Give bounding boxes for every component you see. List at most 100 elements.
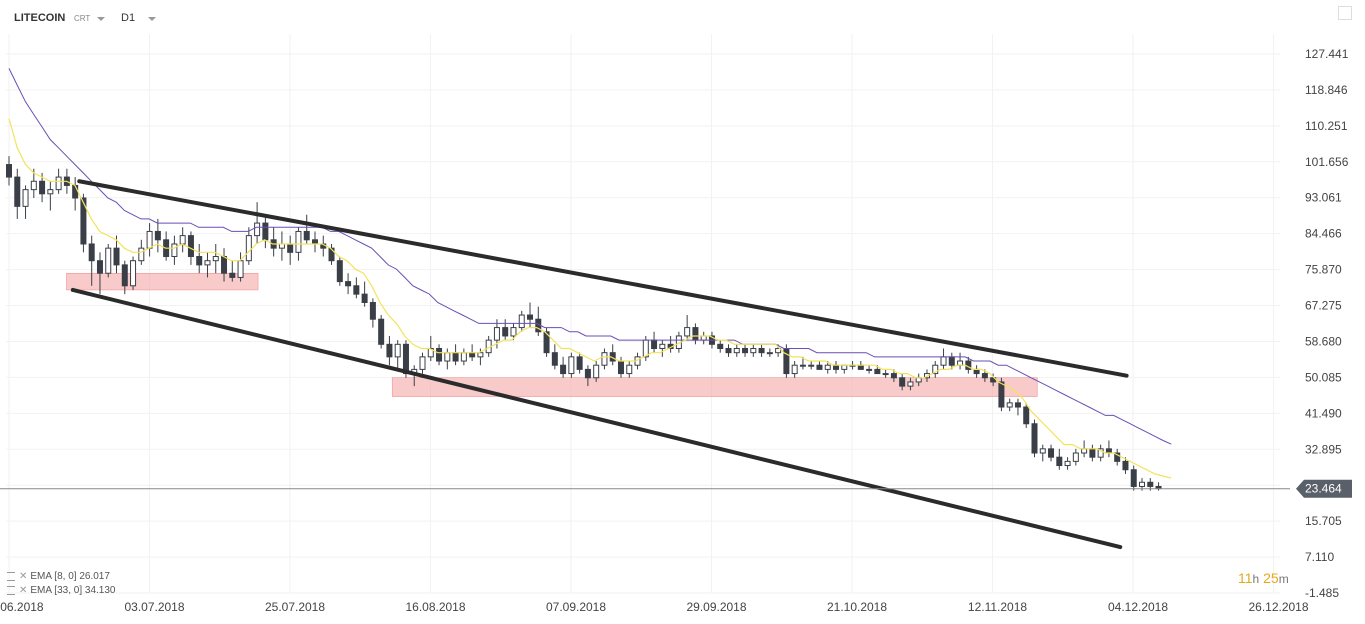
- x-tick-label: 16.08.2018: [405, 600, 465, 614]
- candle-body: [1023, 406, 1030, 425]
- candle-body: [799, 364, 806, 367]
- candle-body: [1048, 448, 1055, 458]
- candle-body: [1039, 448, 1046, 454]
- candle-body: [750, 347, 757, 354]
- candle-body: [1072, 452, 1079, 462]
- candle-body: [617, 360, 624, 375]
- candle-body: [47, 189, 54, 195]
- channel-line[interactable]: [70, 287, 1123, 550]
- candle-body: [237, 260, 244, 278]
- y-tick-label: 101.656: [1305, 155, 1349, 169]
- price-tag: [1296, 479, 1352, 498]
- legend-value: 26.017: [79, 571, 110, 582]
- candle-body: [452, 352, 459, 362]
- chevron-down-icon[interactable]: [97, 17, 105, 21]
- candle-body: [130, 260, 137, 287]
- candle-body: [1089, 448, 1096, 458]
- candle-body: [692, 327, 699, 341]
- candle-body: [138, 247, 145, 262]
- candle-body: [659, 343, 666, 349]
- legend-ema-8[interactable]: ✕ EMA [8, 0] 26.017: [7, 571, 110, 582]
- candle-body: [1081, 448, 1088, 454]
- candle-body: [998, 381, 1005, 408]
- candle-body: [394, 343, 401, 358]
- candle-body: [336, 260, 343, 283]
- candle-body: [981, 373, 988, 379]
- trend-channel: [70, 179, 1129, 550]
- candle-body: [212, 256, 219, 262]
- current-price-line: 23.464: [0, 479, 1352, 498]
- list-icon: [7, 571, 15, 581]
- candle-body: [460, 352, 467, 362]
- candle-body: [1064, 460, 1071, 467]
- candle-body: [1006, 402, 1013, 408]
- candle-body: [361, 293, 368, 304]
- support-zone: [66, 272, 259, 291]
- candle-body: [857, 364, 864, 370]
- timeframe-label[interactable]: D1: [121, 12, 136, 24]
- candle-body: [402, 343, 409, 375]
- candle-body: [369, 302, 376, 320]
- candle-body: [651, 339, 658, 349]
- close-icon[interactable]: ✕: [19, 585, 28, 596]
- candle-body: [791, 364, 798, 375]
- candle-body: [1130, 469, 1137, 487]
- y-tick-label: 93.061: [1305, 191, 1342, 205]
- candle-body: [436, 347, 443, 362]
- candle-body: [353, 285, 360, 295]
- candle-body: [957, 360, 964, 366]
- candle-body: [584, 368, 591, 379]
- candle-body: [345, 281, 352, 287]
- candle-body: [866, 368, 873, 371]
- channel-line[interactable]: [77, 179, 1129, 378]
- support-zones: [66, 272, 1038, 397]
- candle-body: [171, 243, 178, 258]
- candle-body: [593, 364, 600, 379]
- candle-body: [88, 243, 95, 262]
- y-tick-label: 58.680: [1305, 334, 1342, 348]
- y-tick-label: 7.110: [1305, 550, 1334, 564]
- candle-body: [841, 364, 848, 370]
- chart-type-label[interactable]: CRT: [74, 14, 91, 23]
- chevron-down-icon[interactable]: [148, 17, 156, 21]
- candle-body: [303, 230, 310, 241]
- candle-body: [833, 364, 840, 370]
- symbol-label[interactable]: LITECOIN: [14, 12, 66, 24]
- candle-body: [30, 180, 37, 191]
- candle-body: [419, 356, 426, 370]
- candle-body: [105, 247, 112, 274]
- y-tick-label: 118.846: [1305, 83, 1348, 97]
- candle-body: [262, 222, 269, 241]
- candle-body: [196, 256, 203, 266]
- candle-body: [1056, 456, 1063, 467]
- candle-body: [890, 373, 897, 379]
- ema-8-line: [8, 118, 1172, 479]
- candle-body: [907, 381, 914, 387]
- legend-ema-33[interactable]: ✕ EMA [33, 0] 34.130: [7, 585, 115, 596]
- x-tick-label: 11.06.2018: [0, 600, 44, 614]
- y-tick-label: 75.870: [1305, 263, 1342, 277]
- timer-hours: 11: [1238, 570, 1253, 586]
- candle-body: [766, 352, 773, 355]
- candle-body: [1031, 423, 1038, 454]
- candle-body: [684, 327, 691, 337]
- grid-lines: [6, 34, 1280, 594]
- candle-body: [717, 343, 724, 349]
- close-icon[interactable]: ✕: [19, 571, 28, 582]
- x-tick-label: 03.07.2018: [124, 600, 184, 614]
- fullscreen-icon[interactable]: [1338, 6, 1352, 20]
- legend-value: 34.130: [84, 585, 116, 596]
- candle-body: [386, 343, 393, 358]
- candle-body: [1122, 460, 1129, 471]
- candle-body: [254, 222, 261, 237]
- candle-body: [14, 176, 21, 207]
- candle-body: [824, 364, 831, 370]
- candle-body: [518, 314, 525, 329]
- candle-body: [378, 318, 385, 345]
- list-icon: [7, 585, 15, 595]
- y-tick-label: -1.485: [1305, 586, 1339, 600]
- candle-body: [725, 347, 732, 354]
- candle-body: [882, 373, 889, 376]
- candles: [6, 156, 1162, 491]
